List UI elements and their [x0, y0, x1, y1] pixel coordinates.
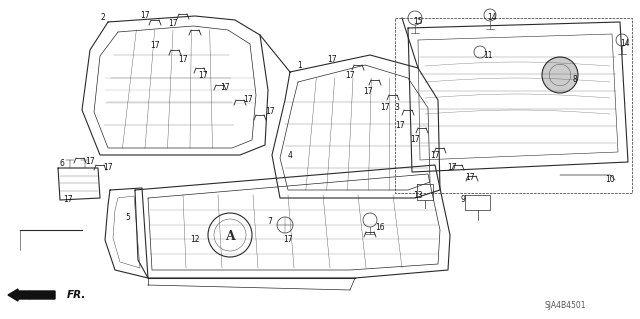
Text: 17: 17	[63, 196, 73, 204]
Text: 11: 11	[483, 51, 493, 61]
Text: 17: 17	[103, 164, 113, 173]
Text: 17: 17	[198, 71, 208, 80]
Text: 17: 17	[220, 84, 230, 93]
Text: 17: 17	[265, 108, 275, 116]
Text: 15: 15	[413, 18, 423, 26]
Text: 17: 17	[168, 19, 178, 28]
Text: 17: 17	[465, 174, 475, 182]
Text: 17: 17	[178, 56, 188, 64]
Text: 17: 17	[140, 11, 150, 20]
Text: 17: 17	[150, 41, 160, 50]
Text: 17: 17	[243, 95, 253, 105]
Text: 10: 10	[605, 175, 615, 184]
Text: 13: 13	[413, 191, 423, 201]
Text: 14: 14	[620, 40, 630, 48]
Text: 17: 17	[395, 121, 405, 130]
Text: 17: 17	[363, 87, 373, 97]
Text: 17: 17	[410, 136, 420, 145]
Text: 3: 3	[395, 103, 399, 113]
Text: 17: 17	[85, 158, 95, 167]
Text: 9: 9	[461, 196, 465, 204]
Text: 4: 4	[287, 151, 292, 160]
Text: 17: 17	[430, 151, 440, 160]
Text: 17: 17	[327, 56, 337, 64]
Text: FR.: FR.	[67, 290, 86, 300]
Text: 17: 17	[380, 103, 390, 113]
Text: 1: 1	[298, 61, 302, 70]
Text: 16: 16	[375, 224, 385, 233]
Text: 17: 17	[447, 164, 457, 173]
FancyArrow shape	[8, 289, 55, 301]
Text: SJA4B4501: SJA4B4501	[544, 300, 586, 309]
Text: 14: 14	[487, 13, 497, 23]
Text: 5: 5	[125, 213, 131, 222]
Bar	[395, 18, 632, 193]
Text: 12: 12	[190, 235, 200, 244]
Text: 7: 7	[268, 218, 273, 226]
Text: A: A	[225, 231, 235, 243]
Text: 6: 6	[60, 159, 65, 167]
Text: 17: 17	[283, 235, 293, 244]
Circle shape	[542, 57, 578, 93]
Text: 2: 2	[100, 13, 106, 23]
Text: 8: 8	[573, 76, 577, 85]
Text: 17: 17	[345, 71, 355, 80]
